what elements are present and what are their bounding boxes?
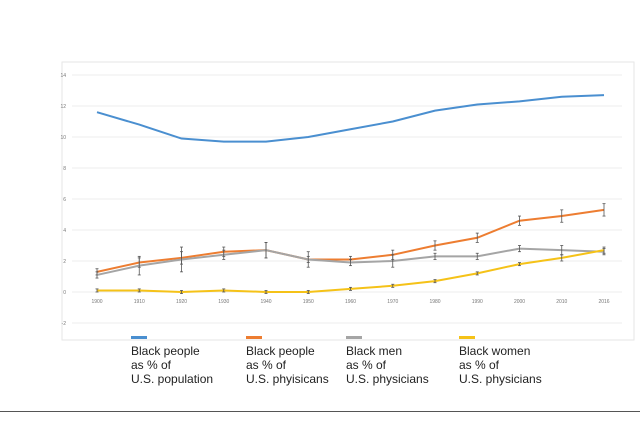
legend-label: Black women — [459, 344, 531, 358]
x-tick-label: 1950 — [303, 299, 314, 305]
y-tick-label: 8 — [63, 166, 66, 172]
y-tick-label: 2 — [63, 259, 66, 265]
legend-item: Black people as % of U.S. phyisicans — [246, 336, 329, 386]
x-tick-label: 1940 — [260, 299, 271, 305]
legend-label: as % of — [459, 358, 500, 372]
x-tick-label: 2010 — [556, 299, 567, 305]
x-tick-label: 1980 — [429, 299, 440, 305]
y-tick-label: 4 — [63, 228, 66, 234]
x-tick-label: 1910 — [134, 299, 145, 305]
legend-label: as % of — [131, 358, 172, 372]
y-tick-label: 10 — [60, 135, 66, 141]
x-tick-label: 2000 — [514, 299, 525, 305]
y-tick-label: 0 — [63, 290, 66, 296]
legend-label: as % of — [246, 358, 287, 372]
legend-item: Black women as % of U.S. physicians — [459, 336, 542, 386]
x-tick-label: 2016 — [598, 299, 609, 305]
legend-swatch — [459, 336, 475, 339]
divider — [0, 411, 640, 412]
legend-label: Black men — [346, 344, 403, 358]
legend-item: Black people as % of U.S. population — [131, 336, 213, 386]
series-line-0 — [96, 94, 605, 143]
legend-item: Black men as % of U.S. physicians — [346, 336, 429, 386]
y-tick-label: 12 — [60, 104, 66, 110]
legend-swatch — [246, 336, 262, 339]
legend-label: U.S. phyisicans — [246, 372, 329, 386]
y-tick-label: 6 — [63, 197, 66, 203]
legend-label: as % of — [346, 358, 387, 372]
x-tick-label: 1970 — [387, 299, 398, 305]
x-tick-label: 1960 — [345, 299, 356, 305]
x-tick-label: 1930 — [218, 299, 229, 305]
x-tick-label: 1900 — [91, 299, 102, 305]
legend-swatch — [131, 336, 147, 339]
legend-label: Black people — [131, 344, 200, 358]
x-tick-label: 1920 — [176, 299, 187, 305]
legend-swatch — [346, 336, 362, 339]
plot-border — [61, 61, 635, 341]
y-tick-label: 14 — [60, 73, 66, 79]
legend-label: U.S. physicians — [346, 372, 429, 386]
x-tick-label: 1990 — [472, 299, 483, 305]
legend-label: U.S. population — [131, 372, 214, 386]
legend-label: Black people — [246, 344, 315, 358]
legend-label: U.S. physicians — [459, 372, 542, 386]
y-tick-label: -2 — [62, 321, 67, 327]
